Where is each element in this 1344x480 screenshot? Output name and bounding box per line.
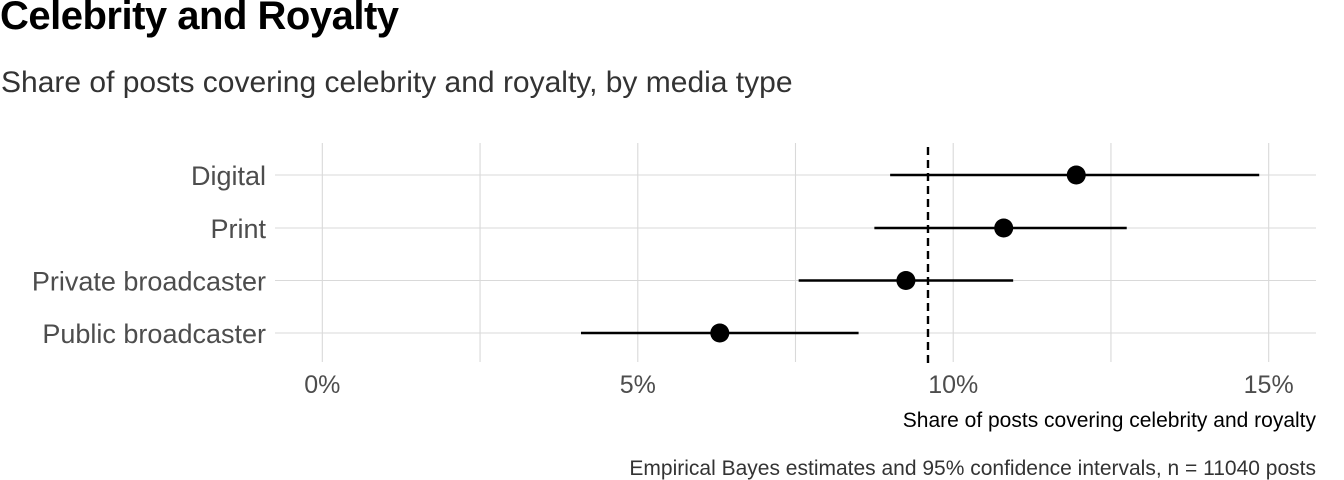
estimate-point	[1066, 165, 1086, 185]
chart-title: Celebrity and Royalty	[0, 0, 399, 38]
category-label: Digital	[191, 161, 266, 191]
x-tick-label: 0%	[304, 371, 340, 399]
x-tick-label: 5%	[620, 371, 656, 399]
category-label: Print	[210, 214, 266, 244]
category-label: Private broadcaster	[32, 267, 266, 297]
x-tick-label: 15%	[1244, 371, 1294, 399]
estimate-point	[994, 218, 1014, 238]
estimate-point	[896, 271, 916, 290]
x-tick-label: 10%	[928, 371, 978, 399]
x-tick-labels: 0% 5% 10% 15%	[304, 371, 1293, 399]
chart-caption: Empirical Bayes estimates and 95% confid…	[629, 457, 1316, 480]
chart-subtitle: Share of posts covering celebrity and ro…	[1, 66, 793, 99]
estimate-point	[710, 323, 730, 343]
category-labels: Digital Print Private broadcaster Public br…	[32, 161, 267, 349]
x-axis-title: Share of posts covering celebrity and ro…	[903, 409, 1317, 432]
category-label: Public broadcaster	[42, 319, 266, 349]
marks-layer	[580, 165, 1260, 343]
